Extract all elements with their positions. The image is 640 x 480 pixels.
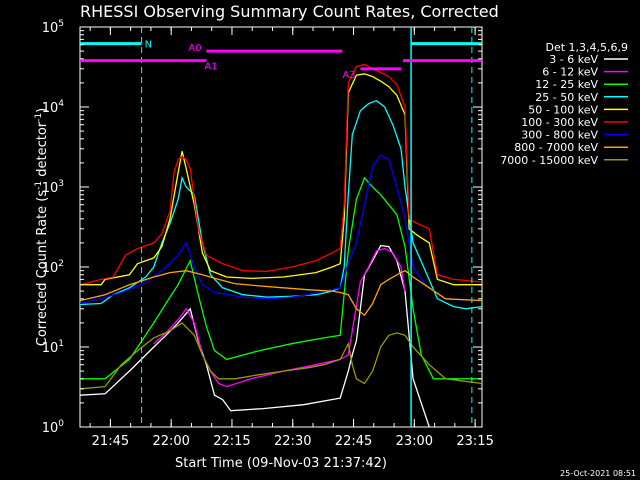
y-axis-label-mid: detector	[35, 121, 50, 181]
series-line-6	[79, 154, 483, 305]
series-line-2	[80, 176, 482, 380]
x-tick-label-4: 22:45	[335, 434, 372, 449]
y-tick-exp-5: 5	[58, 19, 64, 29]
attenuator-label-0: A0	[188, 43, 201, 54]
y-tick-exp-1: 1	[58, 339, 64, 349]
legend-label-0: 3 - 6 keV	[549, 53, 598, 66]
y-axis-label: Corrected Count Rate (s-1 detector-1)	[34, 108, 50, 346]
legend-label-1: 6 - 12 keV	[542, 66, 598, 79]
x-tick-label-6: 23:15	[456, 434, 493, 449]
x-tick-label-2: 22:15	[213, 434, 250, 449]
y-axis-label-end: )	[35, 108, 50, 113]
legend-label-8: 7000 - 15000 keV	[500, 154, 598, 167]
attenuator-label-2: A3	[342, 70, 355, 81]
x-tick-label-1: 22:00	[152, 434, 189, 449]
x-tick-label-3: 22:30	[274, 434, 311, 449]
x-tick-label-0: 21:45	[92, 434, 129, 449]
series-line-3	[79, 99, 483, 310]
series-line-7	[79, 269, 483, 317]
y-tick-exp-3: 3	[58, 179, 64, 189]
chart-title: RHESSI Observing Summary Count Rates, Co…	[80, 2, 499, 21]
y-tick-exp-2: 2	[58, 259, 64, 269]
y-axis-label-sup2: -1	[34, 113, 44, 122]
y-axis-label-sup1: -1	[34, 181, 44, 190]
x-tick-label-5: 23:00	[396, 434, 433, 449]
series-line-8	[79, 322, 483, 390]
legend-label-7: 800 - 7000 keV	[514, 141, 598, 154]
y-axis-label-main: Corrected Count Rate (s	[35, 190, 50, 347]
legend-label-6: 300 - 800 keV	[521, 129, 598, 142]
x-ticks: 21:45 22:00 22:15 22:30 22:45 23:00 23:15	[89, 27, 494, 449]
night-label: N	[145, 40, 152, 51]
legend-header: Det 1,3,4,5,6,9	[545, 41, 628, 54]
legend-label-2: 12 - 25 keV	[535, 78, 598, 91]
timestamp: 25-Oct-2021 08:51	[560, 469, 636, 478]
y-tick-exp-4: 4	[58, 99, 64, 109]
series-line-5	[79, 63, 483, 286]
series-layer	[79, 63, 483, 428]
legend-label-4: 50 - 100 keV	[528, 103, 598, 116]
legend-label-5: 100 - 300 keV	[521, 116, 598, 129]
attenuator-label-1: A1	[204, 62, 217, 73]
legend-label-3: 25 - 50 keV	[535, 91, 598, 104]
y-tick-exp-0: 0	[58, 419, 64, 429]
plot-frame	[79, 26, 483, 428]
x-axis-label: Start Time (09-Nov-03 21:37:42)	[175, 456, 387, 471]
